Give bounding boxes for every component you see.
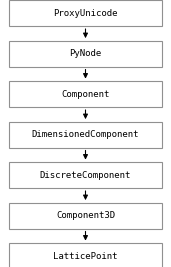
- FancyBboxPatch shape: [9, 243, 162, 267]
- FancyBboxPatch shape: [9, 203, 162, 229]
- Text: DimensionedComponent: DimensionedComponent: [32, 130, 139, 139]
- FancyBboxPatch shape: [9, 41, 162, 67]
- Text: Component3D: Component3D: [56, 211, 115, 220]
- Text: LatticePoint: LatticePoint: [53, 252, 118, 261]
- Text: ProxyUnicode: ProxyUnicode: [53, 9, 118, 18]
- FancyBboxPatch shape: [9, 0, 162, 26]
- Text: PyNode: PyNode: [69, 49, 102, 58]
- FancyBboxPatch shape: [9, 122, 162, 148]
- FancyBboxPatch shape: [9, 81, 162, 107]
- Text: Component: Component: [61, 90, 110, 99]
- Text: DiscreteComponent: DiscreteComponent: [40, 171, 131, 180]
- FancyBboxPatch shape: [9, 162, 162, 189]
